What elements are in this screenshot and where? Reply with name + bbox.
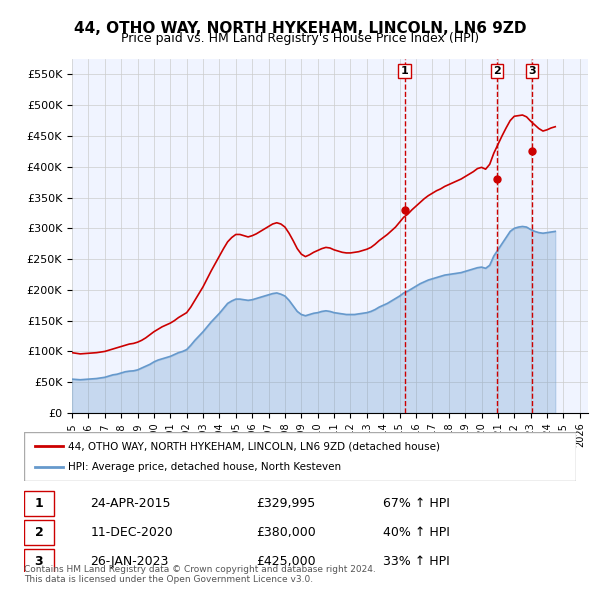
Text: 44, OTHO WAY, NORTH HYKEHAM, LINCOLN, LN6 9ZD: 44, OTHO WAY, NORTH HYKEHAM, LINCOLN, LN…: [74, 21, 526, 35]
Text: Contains HM Land Registry data © Crown copyright and database right 2024.
This d: Contains HM Land Registry data © Crown c…: [24, 565, 376, 584]
Text: 40% ↑ HPI: 40% ↑ HPI: [383, 526, 449, 539]
FancyBboxPatch shape: [24, 432, 576, 481]
Text: 33% ↑ HPI: 33% ↑ HPI: [383, 555, 449, 568]
FancyBboxPatch shape: [24, 491, 55, 516]
Text: 3: 3: [35, 555, 43, 568]
Text: 44, OTHO WAY, NORTH HYKEHAM, LINCOLN, LN6 9ZD (detached house): 44, OTHO WAY, NORTH HYKEHAM, LINCOLN, LN…: [68, 441, 440, 451]
Text: 67% ↑ HPI: 67% ↑ HPI: [383, 497, 449, 510]
Text: 2: 2: [493, 66, 501, 76]
Text: 2: 2: [35, 526, 43, 539]
FancyBboxPatch shape: [24, 549, 55, 574]
Text: £425,000: £425,000: [256, 555, 316, 568]
Text: 11-DEC-2020: 11-DEC-2020: [90, 526, 173, 539]
Text: 1: 1: [401, 66, 409, 76]
Text: £329,995: £329,995: [256, 497, 315, 510]
Text: HPI: Average price, detached house, North Kesteven: HPI: Average price, detached house, Nort…: [68, 463, 341, 473]
Text: 1: 1: [35, 497, 43, 510]
FancyBboxPatch shape: [24, 520, 55, 545]
Text: £380,000: £380,000: [256, 526, 316, 539]
Text: 24-APR-2015: 24-APR-2015: [90, 497, 171, 510]
Text: 3: 3: [528, 66, 536, 76]
Text: 26-JAN-2023: 26-JAN-2023: [90, 555, 169, 568]
Text: Price paid vs. HM Land Registry's House Price Index (HPI): Price paid vs. HM Land Registry's House …: [121, 32, 479, 45]
